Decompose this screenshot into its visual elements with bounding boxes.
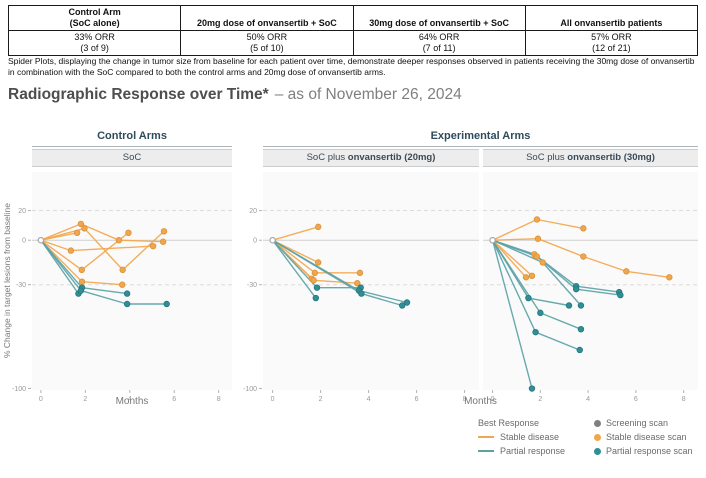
orr-cell-30mg: 64% ORR (7 of 11) bbox=[352, 30, 526, 56]
group-rule bbox=[32, 146, 232, 147]
legend-label: Partial response scan bbox=[606, 446, 693, 456]
svg-text:0: 0 bbox=[491, 396, 495, 402]
svg-text:2: 2 bbox=[538, 396, 542, 402]
svg-text:-100: -100 bbox=[12, 386, 26, 393]
x-axis-label-control: Months bbox=[115, 396, 149, 407]
svg-text:6: 6 bbox=[415, 396, 419, 402]
orr-count: (3 of 9) bbox=[80, 42, 109, 53]
svg-text:2: 2 bbox=[319, 396, 323, 402]
figure-title-date: – as of November 26, 2024 bbox=[274, 86, 462, 103]
stable-disease-line-swatch bbox=[478, 436, 494, 438]
figure-title: Radiographic Response over Time* – as of … bbox=[8, 86, 462, 104]
col-header-control-arm: Control Arm (SoC alone) bbox=[7, 5, 182, 31]
header-line: (SoC alone) bbox=[69, 18, 120, 29]
svg-text:20: 20 bbox=[249, 208, 257, 215]
panel-label-bold: onvansertib (20mg) bbox=[347, 152, 436, 163]
group-label-control-arms: Control Arms bbox=[97, 130, 167, 142]
svg-text:4: 4 bbox=[128, 396, 132, 402]
orr-count: (12 of 21) bbox=[592, 42, 631, 53]
panel-label-plain: SoC plus bbox=[526, 152, 568, 163]
orr-count: (7 of 11) bbox=[422, 42, 456, 53]
orr-value: 64% ORR bbox=[418, 32, 460, 42]
orr-value: 57% ORR bbox=[591, 32, 632, 42]
panel-header-soc-onvansertib-30mg: SoC plus onvansertib (30mg) bbox=[483, 149, 698, 167]
legend-title: Best Response bbox=[478, 418, 540, 428]
stable-disease-scan-dot-swatch bbox=[594, 433, 601, 441]
header-line: 20mg dose of onvansertib + SoC bbox=[196, 18, 337, 29]
svg-text:0: 0 bbox=[271, 396, 275, 402]
partial-response-scan-dot-swatch bbox=[594, 447, 601, 455]
partial-response-line-swatch bbox=[478, 450, 494, 452]
col-header-all-patients: All onvansertib patients bbox=[524, 5, 699, 31]
svg-text:0: 0 bbox=[253, 238, 257, 245]
legend-label: Stable disease scan bbox=[606, 432, 687, 442]
header-line: Control Arm bbox=[68, 7, 121, 18]
orr-value: 50% ORR bbox=[246, 32, 288, 42]
svg-text:8: 8 bbox=[682, 396, 686, 402]
svg-text:8: 8 bbox=[463, 396, 467, 402]
table-value-row: 33% ORR (3 of 9) 50% ORR (5 of 10) 64% O… bbox=[7, 30, 699, 56]
legend-label: Partial response bbox=[500, 446, 566, 456]
orr-summary-table: Control Arm (SoC alone) 20mg dose of onv… bbox=[7, 5, 699, 56]
spider-plot-description: Spider Plots, displaying the change in t… bbox=[8, 56, 695, 78]
group-label-experimental-arms: Experimental Arms bbox=[430, 130, 531, 142]
figure-title-main: Radiographic Response over Time* bbox=[8, 86, 269, 103]
screening-scan-dot-swatch bbox=[594, 419, 601, 427]
svg-text:6: 6 bbox=[172, 396, 176, 402]
svg-text:4: 4 bbox=[586, 396, 590, 402]
orr-cell-all: 57% ORR (12 of 21) bbox=[524, 30, 699, 56]
panel-header-soc: SoC bbox=[32, 149, 232, 167]
svg-text:6: 6 bbox=[634, 396, 638, 402]
svg-text:-30: -30 bbox=[247, 282, 257, 289]
table-header-row: Control Arm (SoC alone) 20mg dose of onv… bbox=[7, 5, 699, 31]
svg-text:2: 2 bbox=[83, 396, 87, 402]
legend-item-stable-disease: Stable disease bbox=[478, 430, 565, 444]
svg-text:0: 0 bbox=[22, 238, 26, 245]
legend-best-response: Best Response Stable disease Partial res… bbox=[478, 416, 565, 458]
header-line: All onvansertib patients bbox=[560, 18, 663, 29]
legend-item-partial-response: Partial response bbox=[478, 444, 565, 458]
orr-cell-control: 33% ORR (3 of 9) bbox=[7, 30, 182, 56]
legend-label: Screening scan bbox=[606, 418, 669, 428]
panel-header-soc-onvansertib-20mg: SoC plus onvansertib (20mg) bbox=[263, 149, 479, 167]
legend-item-stable-disease-scan: Stable disease scan bbox=[594, 430, 693, 444]
header-line: 30mg dose of onvansertib + SoC bbox=[369, 18, 510, 29]
panel-label-plain: SoC bbox=[122, 152, 142, 163]
svg-text:20: 20 bbox=[18, 208, 26, 215]
spider-plot-soc: 20 0 -30 -100 0 2 4 6 8 bbox=[12, 172, 232, 402]
orr-count: (5 of 10) bbox=[250, 42, 284, 53]
legend-scan-types: Screening scan Stable disease scan Parti… bbox=[594, 416, 693, 458]
col-header-20mg: 20mg dose of onvansertib + SoC bbox=[180, 5, 354, 31]
svg-text:0: 0 bbox=[39, 396, 43, 402]
legend-label: Stable disease bbox=[500, 432, 560, 442]
legend-item-screening-scan: Screening scan bbox=[594, 416, 693, 430]
svg-text:4: 4 bbox=[367, 396, 371, 402]
group-rule bbox=[263, 146, 698, 147]
svg-text:-30: -30 bbox=[16, 282, 26, 289]
spider-plot-30mg: 0 2 4 6 8 bbox=[483, 172, 698, 402]
orr-cell-20mg: 50% ORR (5 of 10) bbox=[180, 30, 354, 56]
orr-value: 33% ORR bbox=[74, 32, 115, 42]
panel-label-plain: SoC plus bbox=[306, 152, 348, 163]
spider-plot-20mg: 20 0 -30 -100 0 2 4 6 8 bbox=[243, 172, 479, 402]
svg-text:8: 8 bbox=[217, 396, 221, 402]
svg-text:-100: -100 bbox=[243, 386, 257, 393]
x-axis-label-experimental: Months bbox=[464, 396, 497, 407]
panel-label-bold: onvansertib (30mg) bbox=[567, 152, 655, 163]
col-header-30mg: 30mg dose of onvansertib + SoC bbox=[352, 5, 526, 31]
legend-item-partial-response-scan: Partial response scan bbox=[594, 444, 693, 458]
